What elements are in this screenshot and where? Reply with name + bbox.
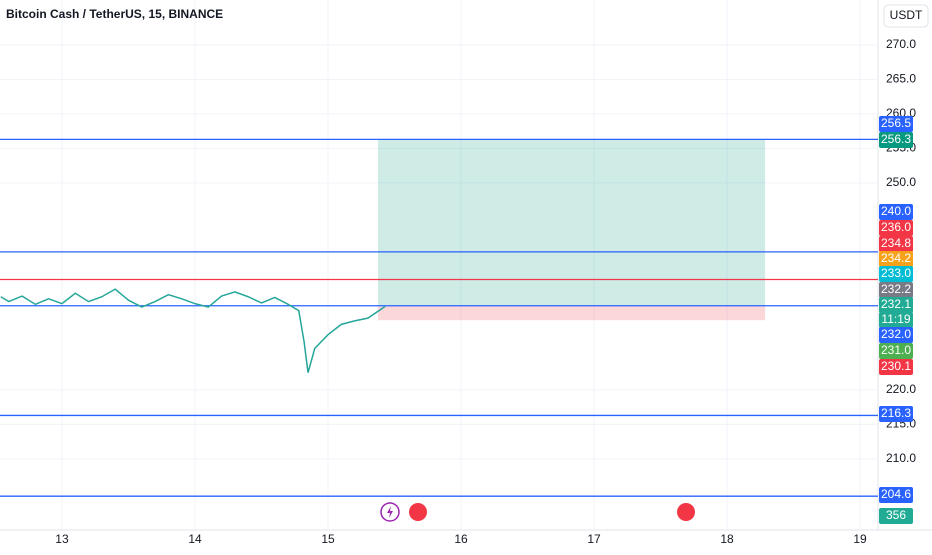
x-tick-label: 18 — [720, 532, 734, 546]
price-badge-label: 232.2 — [881, 282, 911, 296]
y-tick-label: 250.0 — [886, 175, 916, 189]
y-tick-label: 265.0 — [886, 72, 916, 86]
x-tick-label: 17 — [587, 532, 601, 546]
currency[interactable]: USDT — [890, 8, 923, 22]
price-badge-label: 234.2 — [881, 251, 911, 265]
price-badge — [879, 343, 913, 359]
price-badge-label: 232.1 — [881, 297, 911, 311]
price-badge-label: 11:19 — [881, 312, 910, 326]
price-badge — [879, 282, 913, 298]
target-zone — [378, 139, 766, 306]
price-badge — [879, 204, 913, 220]
stop-zone — [378, 305, 766, 321]
price-badge-label: 231.0 — [881, 343, 911, 357]
price-badge — [879, 116, 913, 132]
price-badge-label: 256.5 — [881, 116, 911, 130]
price-badge — [879, 297, 913, 313]
price-badge-label: 233.0 — [881, 266, 911, 280]
y-tick-label: 220.0 — [886, 382, 916, 396]
event-icon-bolt — [387, 506, 393, 518]
chart-title: Bitcoin Cash / TetherUS, 15, BINANCE — [6, 7, 223, 21]
price-badge-label: 230.1 — [881, 359, 911, 373]
price-badge — [879, 406, 913, 422]
x-tick-label: 14 — [188, 532, 202, 546]
price-badge-label: 234.8 — [881, 236, 911, 250]
price-badge-label: 232.0 — [881, 327, 911, 341]
y-tick-label: 270.0 — [886, 37, 916, 51]
price-badge — [879, 132, 913, 148]
x-tick-label: 15 — [321, 532, 335, 546]
plot — [0, 0, 878, 530]
price-badge — [879, 327, 913, 343]
x-tick-label: 13 — [55, 532, 69, 546]
price-badge-label: 216.3 — [881, 406, 911, 420]
price-badge — [879, 220, 913, 236]
price-badge-label: 204.6 — [881, 487, 911, 501]
event-icon[interactable] — [409, 503, 427, 521]
price-badge-label: 356 — [886, 508, 906, 522]
price-badge — [879, 359, 913, 375]
price-badge-label: 240.0 — [881, 204, 911, 218]
price-line — [0, 288, 386, 373]
event-icon[interactable] — [677, 503, 695, 521]
price-badge — [879, 487, 913, 503]
x-tick-label: 19 — [853, 532, 867, 546]
currency-box[interactable] — [883, 4, 929, 28]
y-tick-label: 210.0 — [886, 451, 916, 465]
price-badge-label: 236.0 — [881, 220, 911, 234]
price-badge — [879, 236, 913, 252]
event-icons — [380, 502, 695, 522]
price-badge — [879, 251, 913, 267]
price-badge — [879, 266, 913, 282]
x-tick-label: 16 — [454, 532, 468, 546]
price-badge-label: 256.3 — [881, 132, 911, 146]
price-badge — [879, 508, 913, 524]
price-badge — [879, 312, 913, 328]
